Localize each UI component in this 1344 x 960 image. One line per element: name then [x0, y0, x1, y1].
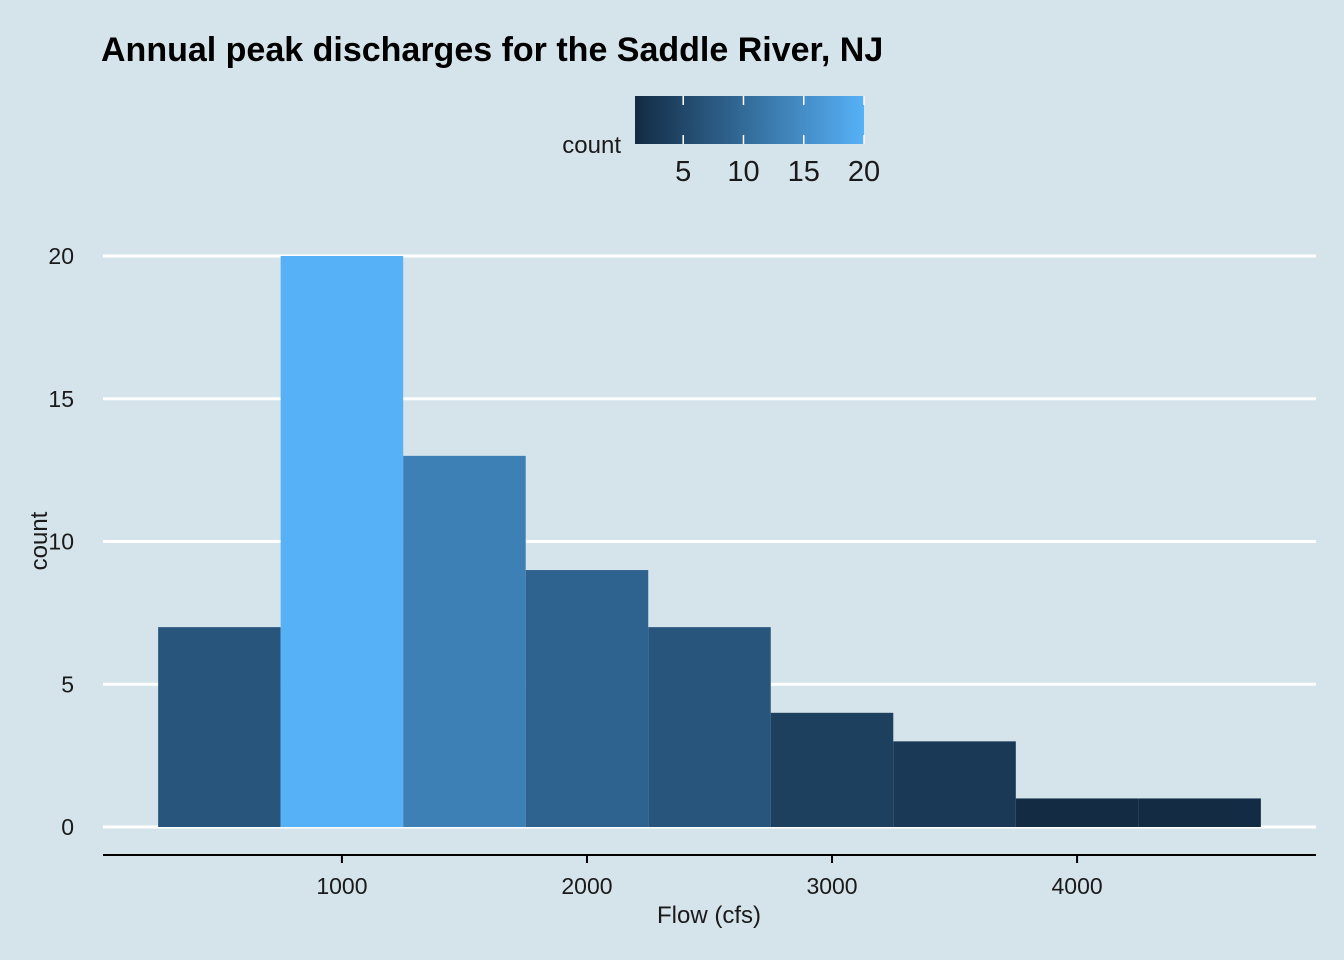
x-axis-label: Flow (cfs): [657, 902, 761, 929]
bar-1: [158, 627, 281, 827]
legend-tick-label-10: 10: [727, 156, 759, 188]
x-tick-label-2000: 2000: [561, 873, 612, 899]
bar-6: [770, 712, 894, 827]
y-tick-label-0: 0: [61, 814, 74, 840]
chart-title: Annual peak discharges for the Saddle Ri…: [101, 31, 883, 69]
bar-9: [1138, 798, 1261, 827]
bar-5: [648, 627, 771, 827]
legend-tick-label-5: 5: [675, 156, 691, 188]
y-axis-label: count: [26, 511, 53, 570]
legend-tick-label-20: 20: [848, 156, 880, 188]
y-tick-label-20: 20: [48, 243, 74, 269]
x-tick-label-4000: 4000: [1051, 873, 1102, 899]
x-tick-label-3000: 3000: [806, 873, 857, 899]
y-axis: 0 5 10 15 20: [48, 243, 74, 840]
bars: [158, 256, 1261, 827]
bar-3: [403, 455, 526, 827]
bar-7: [893, 741, 1016, 827]
x-tick-label-1000: 1000: [316, 873, 367, 899]
legend-title: count: [562, 132, 621, 159]
x-axis: 1000 2000 3000 4000: [316, 855, 1103, 899]
bar-4: [525, 570, 649, 827]
y-tick-label-5: 5: [61, 671, 74, 697]
legend: count 5 10 15 20: [562, 96, 880, 188]
bar-8: [1015, 798, 1139, 827]
legend-tick-label-15: 15: [788, 156, 820, 188]
bar-2: [280, 256, 404, 827]
y-tick-label-15: 15: [48, 386, 74, 412]
y-tick-label-10: 10: [48, 529, 74, 555]
legend-colorbar: [635, 96, 864, 144]
